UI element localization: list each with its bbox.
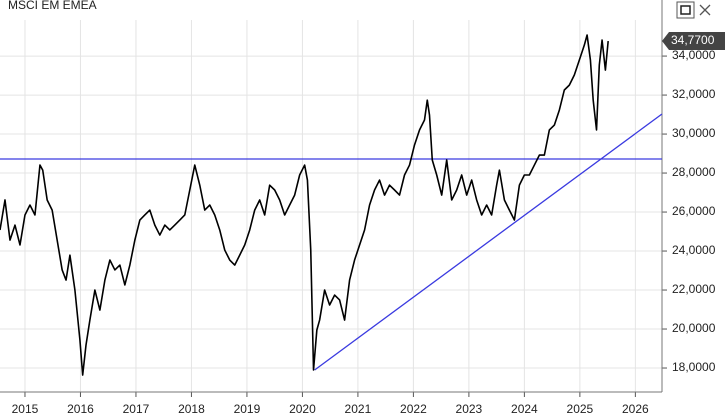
last-value-tag	[662, 32, 725, 51]
x-tick-label: 2015	[12, 402, 39, 416]
x-tick-label: 2022	[400, 402, 427, 416]
y-tick-label: 32,0000	[672, 87, 716, 101]
chart-title: MSCI EM EMEA	[8, 0, 97, 12]
y-tick-label: 22,0000	[672, 282, 716, 296]
x-tick-label: 2016	[67, 402, 94, 416]
x-tick-label: 2017	[123, 402, 150, 416]
y-tick-label: 24,0000	[672, 243, 716, 257]
maximize-button[interactable]	[676, 1, 695, 19]
x-tick-label: 2018	[178, 402, 205, 416]
x-tick-label: 2026	[622, 402, 649, 416]
x-tick-label: 2025	[567, 402, 594, 416]
y-tick-label: 20,0000	[672, 321, 716, 335]
y-tick-label: 18,0000	[672, 360, 716, 374]
x-tick-label: 2021	[345, 402, 372, 416]
close-button[interactable]	[699, 4, 711, 16]
price-line	[0, 34, 609, 376]
y-tick-label: 30,0000	[672, 126, 716, 140]
y-tick-label: 28,0000	[672, 165, 716, 179]
y-tick-label: 26,0000	[672, 204, 716, 218]
maximize-icon	[680, 5, 691, 15]
last-value-label: 34,7700	[671, 33, 715, 47]
x-tick-label: 2023	[456, 402, 483, 416]
x-tick-label: 2024	[511, 402, 538, 416]
y-tick-label: 34,0000	[672, 48, 716, 62]
trend-line	[314, 113, 663, 371]
x-tick-label: 2020	[289, 402, 316, 416]
x-tick-label: 2019	[234, 402, 261, 416]
window-buttons	[676, 1, 711, 19]
